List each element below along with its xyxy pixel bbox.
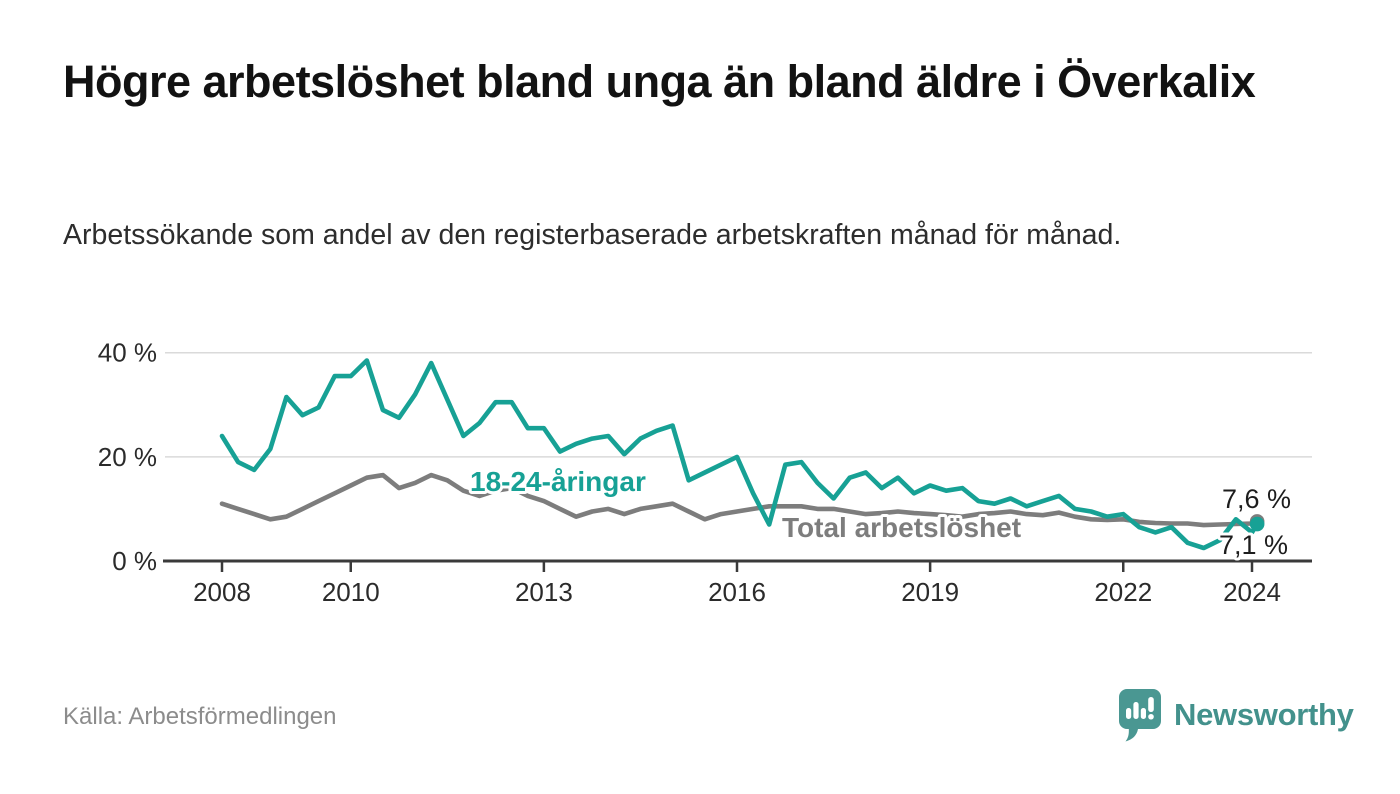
y-axis-tick-label: 0 %	[112, 546, 157, 576]
chart-subtitle: Arbetssökande som andel av den registerb…	[63, 219, 1122, 251]
x-axis-tick-label: 2010	[322, 577, 380, 607]
series-label: Total arbetslöshet	[782, 512, 1021, 543]
x-axis-tick-label: 2022	[1094, 577, 1152, 607]
series-line	[219, 358, 1260, 551]
y-axis-tick-label: 40 %	[98, 338, 157, 368]
newsworthy-logo: Newsworthy	[1116, 686, 1354, 744]
x-axis-tick-label: 2016	[708, 577, 766, 607]
series-line	[219, 472, 1260, 528]
newsworthy-wordmark: Newsworthy	[1174, 697, 1354, 732]
x-axis-tick-label: 2024	[1223, 577, 1281, 607]
x-axis-tick-label: 2013	[515, 577, 573, 607]
source-note: Källa: Arbetsförmedlingen	[63, 703, 337, 730]
y-axis-tick-label: 20 %	[98, 442, 157, 472]
end-value-label: 7,6 %	[1222, 484, 1291, 514]
series-label: 18-24-åringar	[470, 466, 646, 497]
speech-bubble-shape	[1119, 689, 1161, 742]
bar-chart-exclamation-icon	[1126, 697, 1154, 720]
x-axis-tick-label: 2008	[193, 577, 251, 607]
series-end-dot	[1249, 516, 1265, 532]
newsworthy-logo-icon	[1119, 689, 1161, 742]
chart-title: Högre arbetslöshet bland unga än bland ä…	[63, 56, 1256, 107]
end-value-label: 7,1 %	[1219, 530, 1288, 560]
x-axis-tick-label: 2019	[901, 577, 959, 607]
